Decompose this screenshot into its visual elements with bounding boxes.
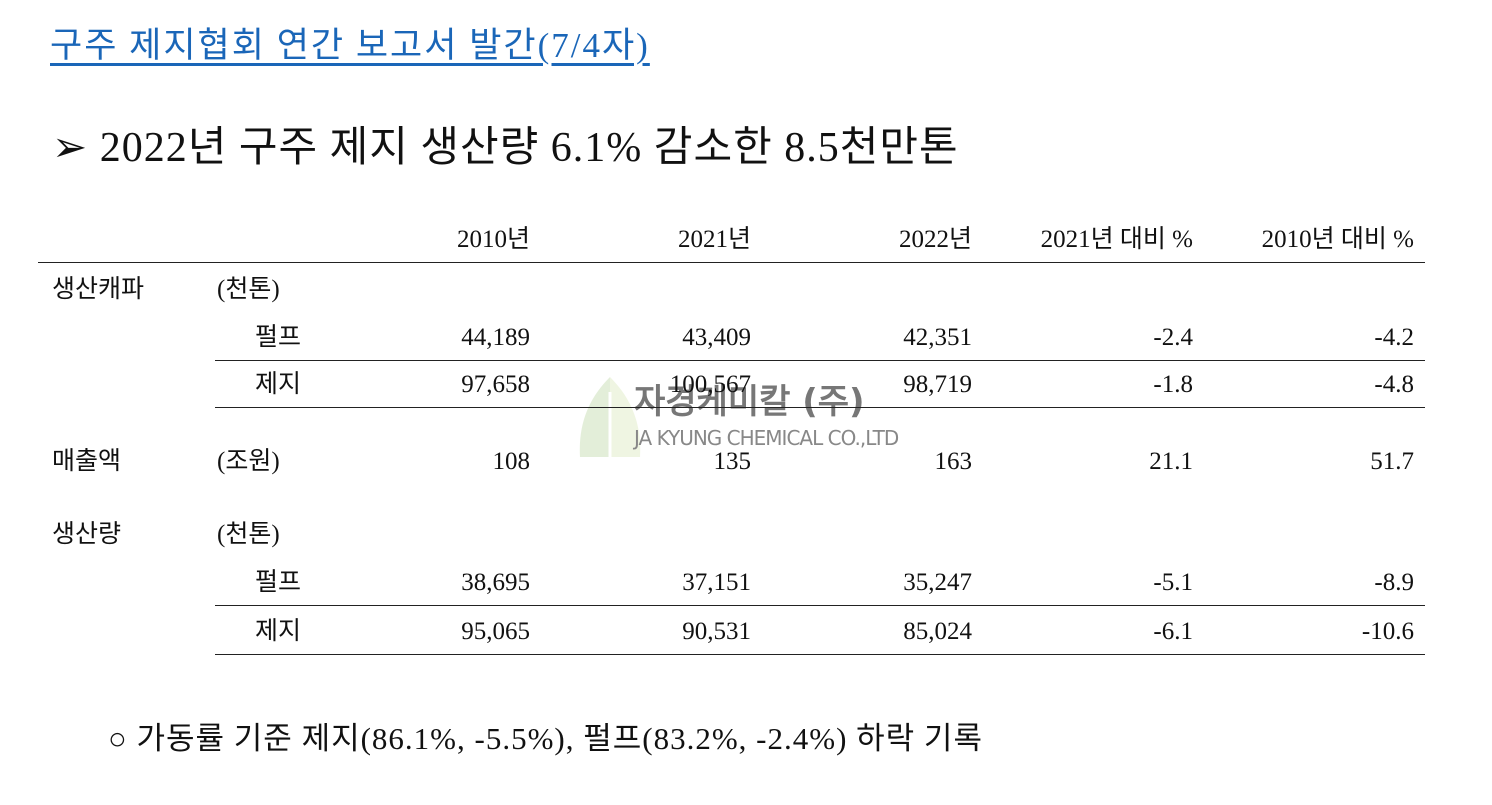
row-label: 펄프 — [255, 569, 302, 596]
cell-value: 108 — [492, 448, 531, 475]
row-label: 제지 — [255, 371, 302, 398]
column-header: 2010년 — [456, 226, 530, 253]
unit: (천톤) — [217, 276, 280, 303]
cell-value: 97,658 — [461, 371, 530, 398]
cell-value: 85,024 — [903, 618, 972, 645]
section-label: 생산캐파 — [52, 276, 145, 303]
cell-value: 135 — [713, 448, 752, 475]
cell-value: 51.7 — [1370, 448, 1414, 475]
cell-value: 100,567 — [669, 371, 751, 398]
rule — [38, 262, 1425, 263]
cell-value: -5.1 — [1153, 569, 1193, 596]
cell-value: -2.4 — [1153, 324, 1193, 351]
cell-value: 95,065 — [461, 618, 530, 645]
title: 구주 제지협회 연간 보고서 발간(7/4자) — [50, 26, 650, 65]
section-label: 매출액 — [52, 448, 122, 475]
watermark-subtext: JA KYUNG CHEMICAL CO.,LTD — [634, 426, 899, 450]
cell-value: -4.8 — [1374, 371, 1414, 398]
cell-value: 38,695 — [461, 569, 530, 596]
subtitle: ➢ 2022년 구주 제지 생산량 6.1% 감소한 8.5천만톤 — [52, 125, 959, 171]
rule — [215, 360, 1425, 361]
cell-value: 98,719 — [903, 371, 972, 398]
column-header: 2022년 — [898, 226, 972, 253]
cell-value: -1.8 — [1153, 371, 1193, 398]
rule — [215, 605, 1425, 606]
column-header: 2021년 대비 % — [1040, 226, 1193, 253]
unit: (조원) — [217, 448, 280, 475]
section-label: 생산량 — [52, 521, 122, 548]
cell-value: 21.1 — [1149, 448, 1193, 475]
watermark-logo — [579, 377, 641, 457]
cell-value: 90,531 — [682, 618, 751, 645]
rule — [215, 407, 1425, 408]
row-label: 제지 — [255, 618, 302, 645]
cell-value: -4.2 — [1374, 324, 1414, 351]
row-label: 펄프 — [255, 324, 302, 351]
note: ○ 가동률 기준 제지(86.1%, -5.5%), 펄프(83.2%, -2.… — [108, 721, 983, 756]
column-header: 2021년 — [677, 226, 751, 253]
cell-value: 37,151 — [682, 569, 751, 596]
unit: (천톤) — [217, 521, 280, 548]
cell-value: 163 — [934, 448, 973, 475]
cell-value: 42,351 — [903, 324, 972, 351]
cell-value: 43,409 — [682, 324, 751, 351]
cell-value: -10.6 — [1361, 618, 1414, 645]
column-header: 2010년 대비 % — [1261, 226, 1414, 253]
rule — [215, 654, 1425, 655]
watermark-text: 자경케미칼 (주) — [634, 382, 865, 422]
cell-value: -6.1 — [1153, 618, 1193, 645]
cell-value: -8.9 — [1374, 569, 1414, 596]
cell-value: 35,247 — [903, 569, 972, 596]
cell-value: 44,189 — [461, 324, 530, 351]
